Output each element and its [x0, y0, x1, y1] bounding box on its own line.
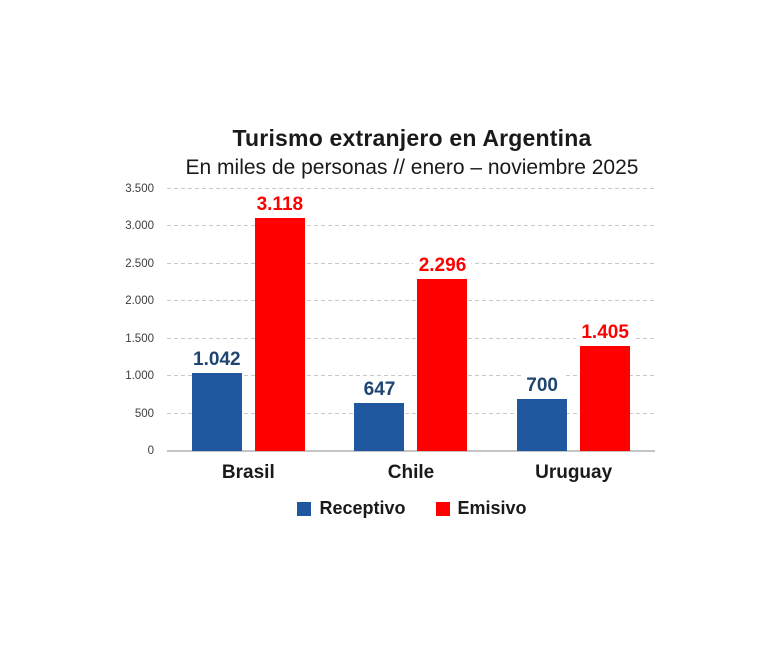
- y-axis: 3.500 3.000 2.500 2.000 1.500 1.000 500 0: [0, 183, 158, 457]
- data-label: 647: [358, 378, 401, 402]
- legend-label: Receptivo: [319, 498, 406, 518]
- chart-title: Turismo extranjero en Argentina: [232, 125, 592, 151]
- category-label-uruguay: Uruguay: [535, 462, 613, 483]
- gridline-1000: [167, 375, 655, 377]
- y-tick-label: 1.500: [125, 332, 154, 345]
- y-tick-label: 3.500: [125, 183, 154, 195]
- gridline-2500: [167, 262, 655, 264]
- bar-receptivo-brasil: 1.042: [188, 349, 246, 451]
- chart-header: Turismo extranjero en Argentina En miles…: [56, 124, 768, 181]
- gridline-500: [167, 412, 655, 414]
- bar-emisivo-uruguay: 1.405: [576, 321, 634, 451]
- category-label-chile: Chile: [387, 462, 435, 483]
- legend-item-receptivo: Receptivo: [297, 498, 406, 519]
- x-axis-labels: Brasil Chile Uruguay: [167, 462, 655, 484]
- bar-emisivo-chile: 2.296: [413, 255, 472, 451]
- bar-group-chile: 647 2.296: [354, 255, 472, 451]
- gridline-3000: [167, 225, 655, 227]
- y-tick-label: 1.000: [125, 370, 154, 383]
- legend-swatch-receptivo: [297, 501, 312, 516]
- data-label: 1.405: [576, 321, 634, 345]
- bar-receptivo-uruguay: 700: [517, 374, 568, 451]
- gridline-2000: [167, 300, 655, 302]
- chart-subtitle: En miles de personas // enero – noviembr…: [185, 155, 639, 179]
- data-label: 3.118: [251, 193, 309, 217]
- legend-item-emisivo: Emisivo: [435, 498, 527, 519]
- category-label-brasil: Brasil: [221, 462, 275, 483]
- gridline-1500: [167, 337, 655, 339]
- data-label: 1.042: [188, 349, 246, 372]
- y-tick-label: 3.000: [125, 220, 154, 233]
- bar-group-brasil: 1.042 3.118: [188, 193, 309, 451]
- y-tick-label: 0: [147, 445, 154, 457]
- y-tick-label: 2.500: [125, 257, 154, 270]
- data-label: 700: [521, 374, 563, 398]
- bar-receptivo-chile: 647: [354, 378, 405, 451]
- bar-emisivo-brasil: 3.118: [251, 193, 309, 451]
- y-tick-label: 2.000: [125, 295, 154, 308]
- legend: Receptivo Emisivo: [56, 498, 768, 519]
- y-tick-label: 500: [134, 407, 154, 420]
- gridline-3500: [167, 188, 655, 189]
- plot-area: 1.042 3.118 647 2.296 700 1.405: [167, 188, 655, 452]
- bar-groups: 1.042 3.118 647 2.296 700 1.405: [167, 189, 655, 451]
- x-axis-baseline: [167, 450, 655, 452]
- bar-group-uruguay: 700 1.405: [517, 321, 634, 451]
- legend-swatch-emisivo: [435, 501, 450, 516]
- data-label: 2.296: [413, 255, 472, 279]
- legend-label: Emisivo: [457, 498, 527, 518]
